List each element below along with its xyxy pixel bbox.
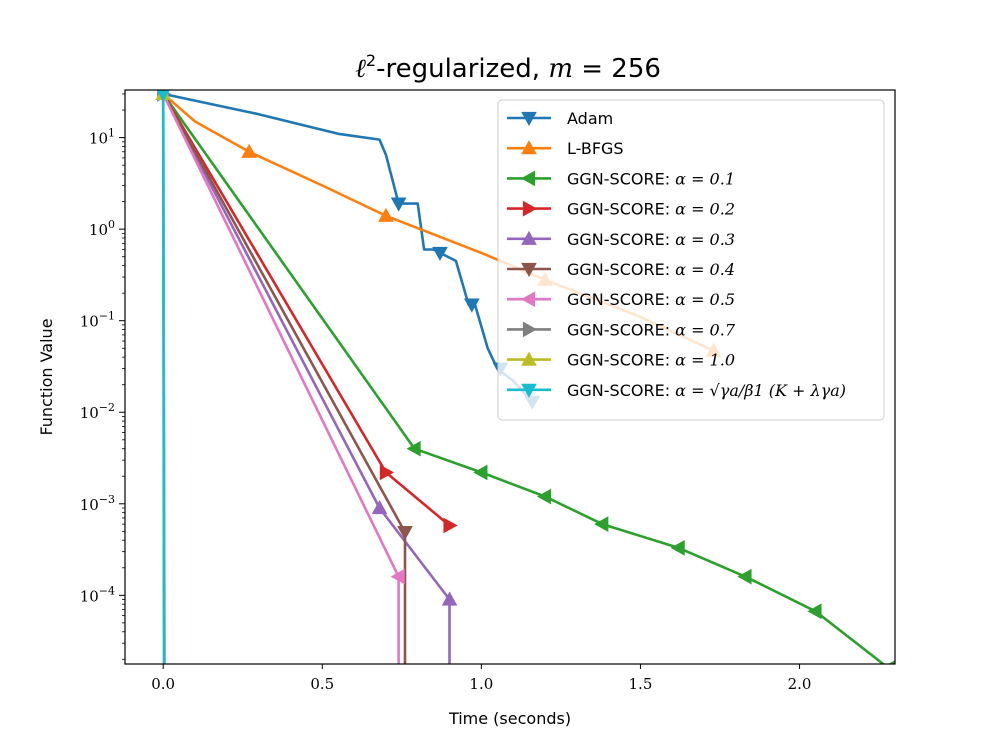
legend-label: GGN-SCORE: α = 0.4 [567,260,735,279]
data-point [379,464,394,481]
y-tick-label: 10−3 [80,493,115,514]
series-4 [162,93,458,534]
data-point [737,568,752,585]
data-point [807,603,822,620]
data-point [441,591,458,606]
legend-entry: Adam [507,109,613,128]
series-10 [156,90,170,664]
y-tick-label: 101 [89,127,115,148]
legend-label: GGN-SCORE: α = 0.7 [567,320,736,339]
legend-entry: GGN-SCORE: α = √γa/β1 (K + λγa) [507,381,846,400]
plot-frame [124,89,896,665]
series-5 [162,93,458,664]
x-tick-label: 0.0 [151,675,175,693]
y-tick-label: 10−4 [80,584,115,605]
legend-label: L-BFGS [567,139,624,158]
legend-entry: GGN-SCORE: α = 0.1 [507,169,735,188]
data-point [371,499,388,515]
legend-marker [521,111,537,127]
data-point [473,464,488,481]
legend-marker [521,351,537,366]
legend-marker [520,170,536,187]
title-sup: 2 [366,51,376,70]
x-axis-label: Time (seconds) [448,709,571,728]
data-point [241,143,257,158]
legend-marker [521,262,537,278]
legend-entry: GGN-SCORE: α = 0.5 [507,290,735,309]
series-7 [162,93,405,664]
y-tick-label: 10−1 [80,310,115,331]
data-point [378,207,394,222]
legend-entry: GGN-SCORE: α = 0.3 [507,230,735,249]
legend-marker [520,291,536,308]
legend-label: GGN-SCORE: α = 0.1 [567,169,735,188]
series-6 [162,93,413,664]
series-line [161,93,166,664]
y-tick-label: 10−2 [80,401,115,422]
title-m: m [548,54,573,84]
y-axis: 101 100 10−1 10−2 10−3 10−4 [80,93,125,660]
y-axis-label: Function Value [37,318,56,435]
title-ell: ℓ [355,54,366,84]
data-point [390,568,405,585]
data-point [397,526,413,541]
legend-box [497,99,885,421]
y-tick-label: 100 [89,218,115,239]
data-point [390,197,407,212]
series-3 [162,93,895,664]
chart-title: ℓ2-regularized, m = 256 [355,51,661,84]
data-point [443,517,458,534]
data-point [594,516,609,532]
legend-label: GGN-SCORE: α = 0.3 [567,230,735,249]
data-point [406,440,421,457]
data-point [670,540,685,556]
legend-entry: GGN-SCORE: α = 0.2 [507,200,735,219]
x-tick-label: 2.0 [788,675,812,693]
legend-label: Adam [567,109,613,128]
legend-marker [521,230,537,245]
x-axis: 0.0 0.5 1.0 1.5 2.0 [151,664,811,693]
data-point [156,90,170,102]
series-line [162,93,451,664]
x-tick-label: 0.5 [310,675,334,693]
legend-entry: GGN-SCORE: α = 1.0 [507,351,735,370]
data-point [888,660,895,664]
legend-marker [522,321,538,338]
legend-entry: L-BFGS [507,139,624,158]
data-point [463,298,480,313]
legend-label: GGN-SCORE: α = 0.2 [567,200,735,219]
x-tick-label: 1.0 [469,675,493,693]
title-main: -regularized, [376,54,548,84]
data-point [536,488,552,505]
series-line [162,92,534,403]
legend-entries: Adam L-BFGS GGN-SCORE: α = 0.1 GGN-SCORE: α… [507,109,846,400]
legend-label: GGN-SCORE: α = 0.5 [567,290,735,309]
title-value: = 256 [573,54,661,84]
legend-entry: GGN-SCORE: α = 0.4 [507,260,735,279]
legend-label: GGN-SCORE: α = 1.0 [567,351,735,370]
legend: Adam L-BFGS GGN-SCORE: α = 0.1 GGN-SCORE: α… [497,99,885,421]
legend-marker [521,383,537,398]
legend-marker [522,200,538,217]
legend-label: GGN-SCORE: α = √γa/β1 (K + λγa) [567,381,846,400]
x-tick-label: 1.5 [629,675,653,693]
legend-marker [521,140,537,155]
legend-entry: GGN-SCORE: α = 0.7 [507,320,736,339]
data-point [432,246,448,261]
